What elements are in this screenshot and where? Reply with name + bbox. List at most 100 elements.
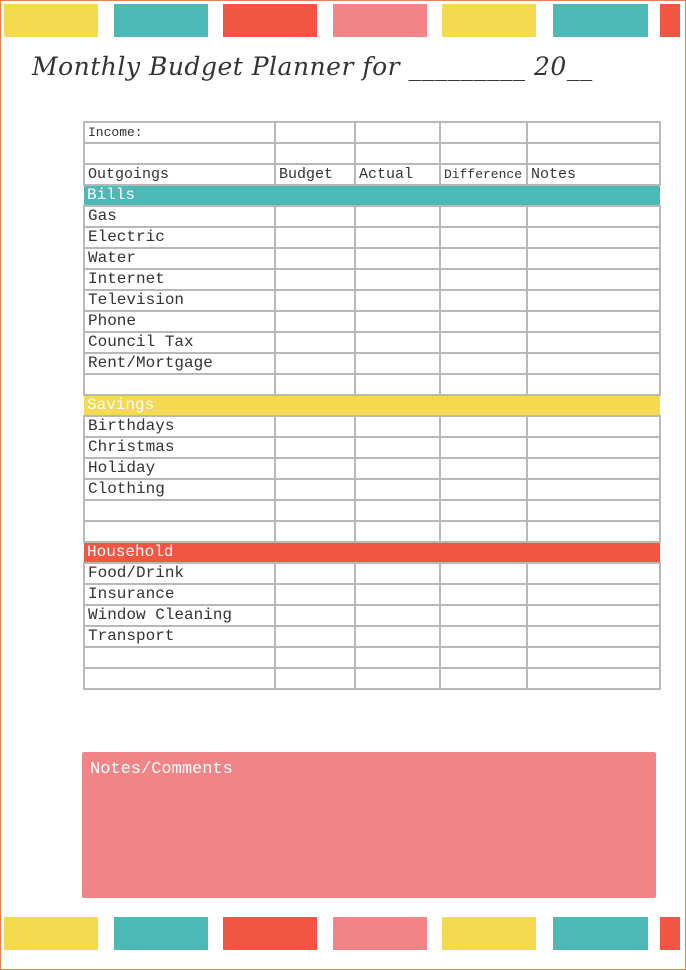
cell[interactable]: [83, 142, 276, 165]
cell[interactable]: [274, 646, 356, 669]
cell[interactable]: [274, 562, 356, 585]
cell[interactable]: [439, 562, 528, 585]
cell[interactable]: [526, 226, 661, 249]
cell[interactable]: [274, 604, 356, 627]
cell[interactable]: [354, 142, 441, 165]
cell[interactable]: [526, 520, 661, 543]
cell[interactable]: [354, 247, 441, 270]
cell[interactable]: [439, 457, 528, 480]
cell[interactable]: [354, 205, 441, 228]
cell[interactable]: [439, 142, 528, 165]
cell[interactable]: [354, 226, 441, 249]
cell[interactable]: [354, 289, 441, 312]
cell[interactable]: [274, 478, 356, 501]
cell[interactable]: [274, 520, 356, 543]
cell[interactable]: [439, 310, 528, 333]
cell[interactable]: [526, 268, 661, 291]
cell[interactable]: [354, 457, 441, 480]
cell[interactable]: [439, 478, 528, 501]
cell[interactable]: [274, 436, 356, 459]
cell[interactable]: [439, 625, 528, 648]
cell[interactable]: [354, 268, 441, 291]
cell[interactable]: [354, 583, 441, 606]
cell[interactable]: [526, 310, 661, 333]
cell[interactable]: [274, 331, 356, 354]
cell[interactable]: [439, 121, 528, 144]
cell[interactable]: [526, 121, 661, 144]
item-label: Christmas: [83, 436, 276, 459]
cell[interactable]: [439, 499, 528, 522]
cell[interactable]: [274, 499, 356, 522]
cell[interactable]: [526, 625, 661, 648]
cell[interactable]: [354, 625, 441, 648]
cell[interactable]: [274, 226, 356, 249]
cell[interactable]: [354, 499, 441, 522]
cell[interactable]: [526, 457, 661, 480]
cell[interactable]: [526, 289, 661, 312]
cell[interactable]: [439, 205, 528, 228]
cell[interactable]: [274, 667, 356, 690]
cell[interactable]: [354, 646, 441, 669]
cell[interactable]: [354, 667, 441, 690]
cell[interactable]: [274, 583, 356, 606]
cell[interactable]: [439, 226, 528, 249]
cell[interactable]: [274, 142, 356, 165]
cell[interactable]: [526, 478, 661, 501]
cell[interactable]: [354, 373, 441, 396]
header-notes: Notes: [526, 163, 661, 186]
cell[interactable]: [354, 415, 441, 438]
cell[interactable]: [526, 562, 661, 585]
cell[interactable]: [526, 604, 661, 627]
cell[interactable]: [274, 625, 356, 648]
cell[interactable]: [526, 331, 661, 354]
cell[interactable]: [526, 583, 661, 606]
cell[interactable]: [439, 289, 528, 312]
cell[interactable]: [439, 352, 528, 375]
cell[interactable]: [526, 646, 661, 669]
cell[interactable]: [526, 373, 661, 396]
cell[interactable]: [274, 457, 356, 480]
cell[interactable]: [439, 268, 528, 291]
income-label: Income:: [83, 121, 276, 144]
cell[interactable]: [526, 436, 661, 459]
cell[interactable]: [354, 478, 441, 501]
header-actual: Actual: [354, 163, 441, 186]
cell[interactable]: [439, 373, 528, 396]
cell[interactable]: [274, 415, 356, 438]
cell[interactable]: [354, 331, 441, 354]
cell[interactable]: [354, 436, 441, 459]
cell[interactable]: [526, 352, 661, 375]
cell[interactable]: [526, 499, 661, 522]
cell[interactable]: [439, 520, 528, 543]
cell[interactable]: [354, 562, 441, 585]
cell[interactable]: [439, 247, 528, 270]
cell[interactable]: [354, 310, 441, 333]
cell[interactable]: [526, 142, 661, 165]
cell[interactable]: [274, 268, 356, 291]
cell[interactable]: [274, 121, 356, 144]
cell[interactable]: [439, 646, 528, 669]
cell[interactable]: [274, 310, 356, 333]
cell[interactable]: [274, 352, 356, 375]
cell[interactable]: [274, 373, 356, 396]
cell[interactable]: [274, 247, 356, 270]
cell[interactable]: [274, 205, 356, 228]
cell[interactable]: [354, 121, 441, 144]
cell[interactable]: [439, 667, 528, 690]
cell[interactable]: [274, 289, 356, 312]
cell[interactable]: [526, 667, 661, 690]
cell[interactable]: [439, 583, 528, 606]
cell[interactable]: [439, 436, 528, 459]
cell[interactable]: [439, 604, 528, 627]
cell[interactable]: [354, 352, 441, 375]
cell[interactable]: [526, 205, 661, 228]
cell[interactable]: [439, 415, 528, 438]
cell[interactable]: [439, 331, 528, 354]
notes-box[interactable]: Notes/Comments: [82, 752, 656, 898]
cell[interactable]: [354, 520, 441, 543]
cell[interactable]: [526, 247, 661, 270]
cell[interactable]: [354, 604, 441, 627]
table-row: Christmas: [83, 436, 661, 459]
header-budget: Budget: [274, 163, 356, 186]
cell[interactable]: [526, 415, 661, 438]
